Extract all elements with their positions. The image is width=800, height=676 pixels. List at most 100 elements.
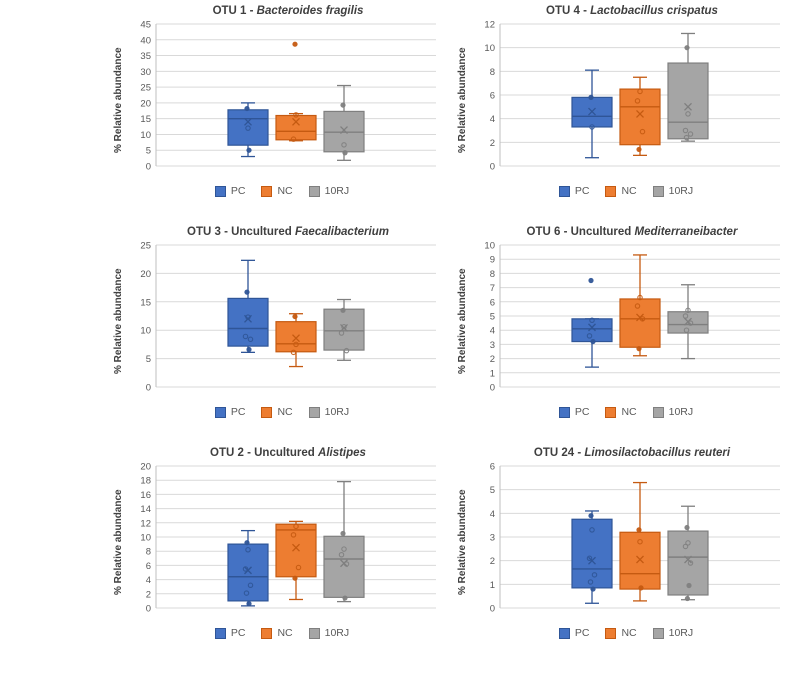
svg-text:7: 7 — [490, 283, 495, 294]
svg-text:45: 45 — [140, 20, 151, 31]
plot-area: 0 2 4 6 8 10 12 14 16 18 20 — [140, 462, 436, 615]
legend: PC NC 10RJ — [558, 185, 693, 197]
svg-text:8: 8 — [490, 269, 495, 280]
y-axis-title: % Relative abundance — [113, 47, 124, 153]
boxplot-chart-otu24: OTU 24 - Limosilactobacillus reuteri % R… — [450, 445, 792, 659]
svg-text:5: 5 — [490, 485, 495, 496]
legend-label: NC — [621, 406, 637, 418]
chart-title-species: Limosilactobacillus reuteri — [584, 447, 731, 459]
legend-label: PC — [574, 627, 590, 639]
svg-text:4: 4 — [490, 114, 495, 125]
svg-text:12: 12 — [140, 518, 151, 529]
plot-row: % Relative abundance 0 1 2 3 4 5 6 — [456, 460, 786, 624]
chart-title: OTU 6 - Uncultured Mediterraneibacter — [527, 226, 738, 238]
chart-title-species: Alistipes — [318, 447, 366, 459]
svg-text:15: 15 — [140, 114, 151, 125]
legend-label: 10RJ — [324, 185, 350, 197]
y-axis-title: % Relative abundance — [457, 268, 468, 374]
legend-item-nc: NC — [261, 627, 293, 639]
svg-text:20: 20 — [140, 269, 151, 280]
legend-label: NC — [277, 627, 293, 639]
chart-title-prefix: OTU 1 - — [212, 5, 257, 17]
svg-text:5: 5 — [146, 146, 151, 157]
svg-text:16: 16 — [140, 490, 151, 501]
plot-row: % Relative abundance 0 1 2 3 4 5 6 7 8 9 10 — [456, 239, 786, 403]
plot-row: % Relative abundance 0 5 10 15 20 25 — [112, 239, 442, 403]
svg-text:10: 10 — [140, 533, 151, 544]
legend-item-10rj: 10RJ — [652, 185, 693, 197]
nc-swatch-icon — [261, 185, 273, 197]
pc-swatch-icon — [558, 185, 570, 197]
svg-text:0: 0 — [146, 604, 151, 615]
boxplot-chart-otu1: OTU 1 - Bacteroides fragilis % Relative … — [106, 3, 448, 217]
boxplot-chart-otu2: OTU 2 - Uncultured Alistipes % Relative … — [106, 445, 448, 659]
svg-text:18: 18 — [140, 476, 151, 487]
legend: PC NC 10RJ — [214, 406, 349, 418]
chart-title: OTU 3 - Uncultured Faecalibacterium — [187, 226, 389, 238]
chart-title-prefix: OTU 2 - Uncultured — [210, 447, 319, 459]
svg-text:15: 15 — [140, 297, 151, 308]
legend-item-nc: NC — [261, 185, 293, 197]
legend-label: 10RJ — [324, 627, 350, 639]
legend-item-pc: PC — [214, 627, 245, 639]
boxplot-chart-otu3: OTU 3 - Uncultured Faecalibacterium % Re… — [106, 224, 448, 438]
chart-title-species: Faecalibacterium — [295, 226, 389, 238]
y-axis-title: % Relative abundance — [113, 268, 124, 374]
svg-text:2: 2 — [146, 589, 151, 600]
plot-row: % Relative abundance 0 2 4 6 8 10 12 14 16 18 20 — [112, 460, 442, 624]
legend-label: NC — [621, 627, 637, 639]
legend-item-10rj: 10RJ — [308, 185, 350, 197]
pc-swatch-icon — [214, 406, 226, 418]
plot-row: % Relative abundance 0 2 4 6 8 10 12 — [456, 18, 786, 182]
y-axis-title: % Relative abundance — [457, 47, 468, 153]
legend-label: 10RJ — [668, 627, 694, 639]
pc-swatch-icon — [214, 627, 226, 639]
chart-title-prefix: OTU 24 - — [533, 447, 585, 459]
pc-swatch-icon — [214, 185, 226, 197]
svg-text:3: 3 — [490, 340, 495, 351]
plot-area: 0 2 4 6 8 10 12 — [484, 20, 780, 173]
legend-item-10rj: 10RJ — [652, 627, 694, 639]
svg-text:40: 40 — [140, 35, 151, 46]
svg-text:2: 2 — [490, 556, 495, 567]
chart-title-prefix: OTU 3 - Uncultured — [187, 226, 295, 238]
svg-text:20: 20 — [140, 98, 151, 109]
svg-text:10: 10 — [484, 241, 495, 252]
plot-area: 0 5 10 15 20 25 — [140, 241, 436, 394]
legend-item-pc: PC — [214, 406, 245, 418]
svg-text:9: 9 — [490, 255, 495, 266]
legend-item-pc: PC — [558, 406, 590, 418]
svg-text:2: 2 — [490, 138, 495, 149]
10rj-swatch-icon — [308, 406, 320, 418]
legend-label: PC — [574, 406, 590, 418]
svg-text:30: 30 — [140, 67, 151, 78]
svg-text:8: 8 — [146, 547, 151, 558]
chart-title-species: Bacteroides fragilis — [256, 5, 364, 17]
chart-title-species: Mediterraneibacter — [634, 226, 738, 238]
chart-title-prefix: OTU 4 - — [546, 5, 591, 17]
svg-text:0: 0 — [146, 162, 151, 173]
svg-text:6: 6 — [146, 561, 151, 572]
legend: PC NC 10RJ — [214, 627, 350, 639]
legend-item-pc: PC — [558, 627, 590, 639]
plot-area: 0 5 10 15 20 25 30 35 40 45 — [140, 20, 436, 173]
pc-swatch-icon — [558, 627, 570, 639]
svg-text:5: 5 — [490, 312, 495, 323]
svg-text:6: 6 — [490, 91, 495, 102]
legend-label: NC — [621, 185, 637, 197]
nc-swatch-icon — [261, 406, 273, 418]
plot-area: 0 1 2 3 4 5 6 — [490, 462, 780, 615]
svg-text:4: 4 — [146, 575, 151, 586]
svg-text:5: 5 — [146, 354, 151, 365]
10rj-swatch-icon — [652, 627, 664, 639]
chart-title: OTU 24 - Limosilactobacillus reuteri — [534, 447, 730, 459]
svg-text:2: 2 — [490, 354, 495, 365]
legend-item-pc: PC — [214, 185, 245, 197]
legend-label: PC — [574, 185, 590, 197]
svg-text:0: 0 — [490, 383, 495, 394]
svg-text:1: 1 — [490, 368, 495, 379]
svg-text:6: 6 — [490, 462, 495, 473]
plot-row: % Relative abundance 0 5 10 15 20 25 30 35 40 45 — [112, 18, 442, 182]
y-axis-title: % Relative abundance — [457, 489, 468, 595]
plot-area: 0 1 2 3 4 5 6 7 8 9 10 — [484, 241, 780, 394]
